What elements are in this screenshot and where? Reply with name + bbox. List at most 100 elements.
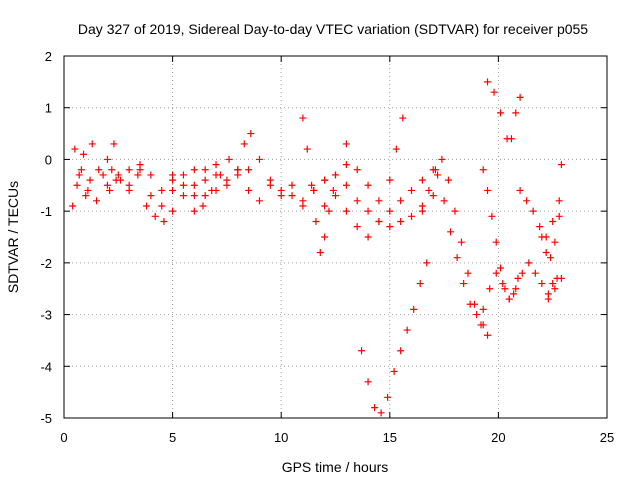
data-point: [484, 331, 492, 339]
y-tick-label: -2: [40, 256, 52, 271]
data-point: [208, 186, 216, 194]
data-point: [321, 202, 329, 210]
series-arc-mid-4: [299, 114, 337, 257]
series-arc-mid-3: [245, 155, 350, 205]
data-point: [497, 109, 505, 117]
data-point: [103, 181, 111, 189]
data-point: [358, 347, 366, 355]
data-point: [169, 186, 177, 194]
data-point: [386, 223, 394, 231]
series-arc-early-5: [125, 161, 220, 215]
data-point: [312, 217, 320, 225]
data-point: [299, 114, 307, 122]
data-point: [418, 207, 426, 215]
data-point: [108, 166, 116, 174]
data-point: [125, 166, 133, 174]
data-point: [158, 202, 166, 210]
data-point: [342, 161, 350, 169]
data-point: [386, 176, 394, 184]
data-point: [84, 186, 92, 194]
data-point: [332, 171, 339, 179]
data-point: [453, 254, 461, 262]
data-point: [536, 223, 544, 231]
data-point: [160, 217, 168, 225]
data-point: [303, 145, 311, 153]
data-point: [392, 145, 400, 153]
data-point: [103, 155, 111, 163]
axis-ticks: 0 5 10 15 20 25 -5 -4 -3 -2 -1 0 1 2: [40, 49, 614, 445]
x-axis-label: GPS time / hours: [282, 459, 389, 475]
series-arc-late-3: [479, 259, 559, 313]
data-point: [316, 249, 324, 257]
data-point: [501, 285, 509, 293]
y-tick-label: -4: [40, 359, 52, 374]
data-point: [486, 285, 494, 293]
data-point: [557, 161, 565, 169]
data-point: [514, 274, 522, 282]
data-point: [397, 347, 405, 355]
data-point: [555, 212, 563, 220]
data-point: [179, 171, 187, 179]
data-point: [466, 300, 474, 308]
data-point: [375, 197, 383, 205]
data-point: [447, 228, 455, 236]
data-point: [397, 197, 405, 205]
data-point: [151, 212, 159, 220]
data-point: [134, 171, 142, 179]
series-arc-mid-1: [169, 161, 307, 210]
data-point: [308, 181, 316, 189]
data-point: [234, 171, 242, 179]
series-arc-late-2: [434, 171, 487, 329]
data-point: [364, 207, 372, 215]
data-point: [418, 176, 426, 184]
data-point: [179, 181, 187, 189]
data-point: [425, 186, 433, 194]
series-arc-mid-2: [190, 130, 255, 210]
data-point: [110, 140, 118, 148]
data-point: [353, 197, 361, 205]
data-point: [329, 186, 337, 194]
data-point: [288, 192, 296, 200]
data-point: [523, 197, 531, 205]
data-point: [397, 217, 405, 225]
data-point: [479, 321, 487, 329]
chart-title: Day 327 of 2019, Sidereal Day-to-day VTE…: [78, 21, 588, 37]
data-point: [190, 192, 198, 200]
plot-frame: [63, 55, 608, 419]
y-tick-label: -1: [40, 204, 52, 219]
data-point: [179, 192, 187, 200]
data-point: [375, 217, 383, 225]
data-point: [201, 192, 209, 200]
data-point: [364, 233, 372, 241]
data-point: [143, 202, 151, 210]
series-arc-late-1: [418, 155, 492, 339]
data-point: [492, 238, 500, 246]
data-point: [199, 202, 207, 210]
data-point: [212, 161, 220, 169]
data-point: [75, 171, 83, 179]
data-point: [497, 264, 505, 272]
data-point: [371, 404, 379, 412]
data-point: [266, 176, 274, 184]
series-arc-late-6: [516, 186, 563, 241]
data-point: [440, 197, 448, 205]
data-point: [444, 176, 452, 184]
data-point: [507, 135, 515, 143]
data-point: [555, 197, 563, 205]
series-arc-mid-5: [310, 171, 437, 231]
data-point: [73, 181, 81, 189]
data-point: [492, 269, 500, 277]
x-tick-label: 20: [491, 430, 505, 445]
data-point: [169, 171, 177, 179]
series-arc-early-4: [108, 166, 177, 225]
data-point: [549, 217, 557, 225]
data-point: [531, 269, 539, 277]
data-point: [223, 181, 231, 189]
series-arc-late-7: [538, 161, 565, 262]
data-point: [386, 207, 394, 215]
data-point: [431, 166, 439, 174]
series-arc-late-5: [479, 166, 522, 303]
x-tick-label: 0: [60, 430, 67, 445]
data-point: [321, 176, 329, 184]
